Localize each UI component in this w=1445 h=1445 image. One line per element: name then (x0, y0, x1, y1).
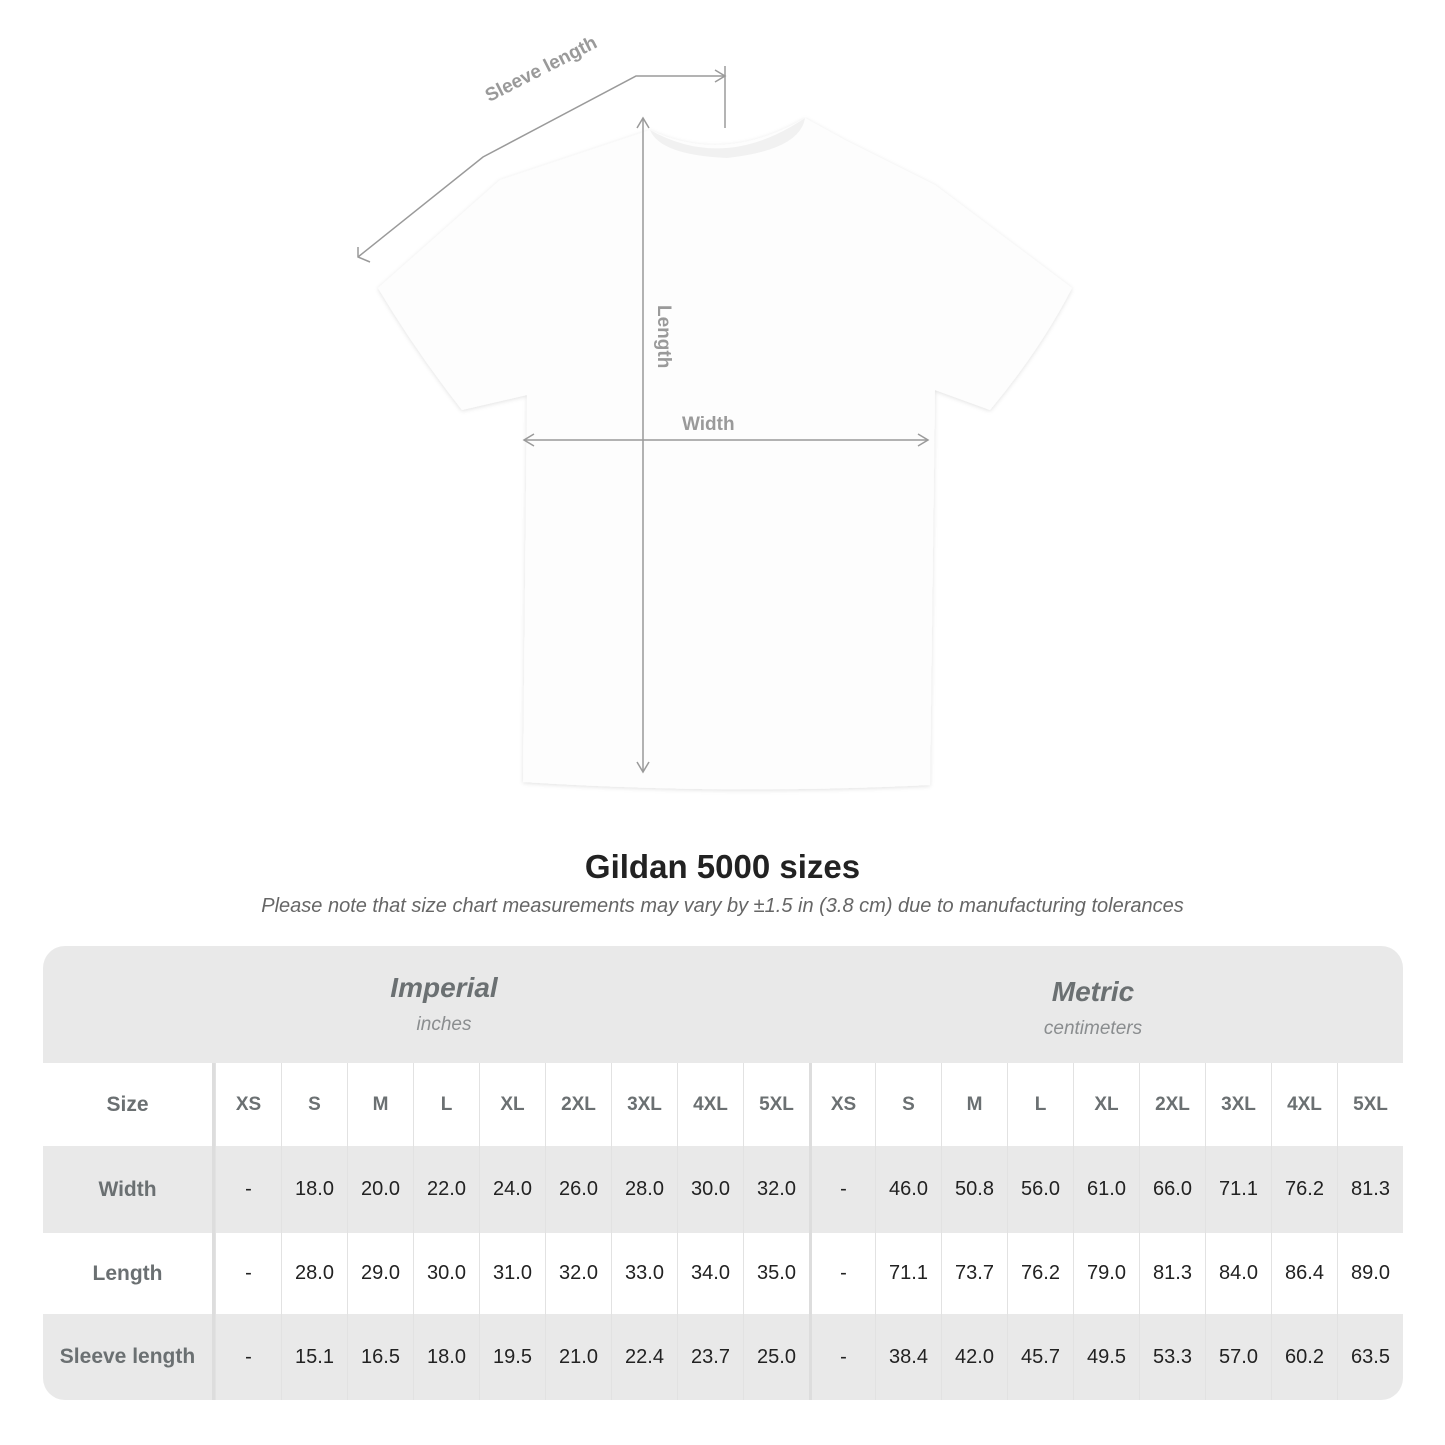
table-cell: 46.0 (875, 1146, 941, 1233)
table-cell: - (215, 1146, 281, 1233)
size-imperial-m: M (347, 1063, 413, 1146)
table-cell: 45.7 (1007, 1314, 1073, 1400)
table-cell: 79.0 (1073, 1233, 1139, 1314)
table-cell: 56.0 (1007, 1146, 1073, 1233)
metric-header: Metric centimeters (796, 976, 1390, 1040)
size-metric-l: L (1007, 1063, 1073, 1146)
size-metric-m: M (941, 1063, 1007, 1146)
table-cell: - (809, 1146, 875, 1233)
table-cell: 30.0 (677, 1146, 743, 1233)
table-cell: 89.0 (1337, 1233, 1403, 1314)
tshirt-image (378, 118, 1072, 790)
table-cell: 16.5 (347, 1314, 413, 1400)
table-cell: 33.0 (611, 1233, 677, 1314)
size-metric-xs: XS (809, 1063, 875, 1146)
table-cell: 25.0 (743, 1314, 809, 1400)
table-cell: 32.0 (743, 1146, 809, 1233)
size-imperial-xl: XL (479, 1063, 545, 1146)
size-imperial-3xl: 3XL (611, 1063, 677, 1146)
table-cell: 53.3 (1139, 1314, 1205, 1400)
table-cell: 28.0 (281, 1233, 347, 1314)
size-metric-4xl: 4XL (1271, 1063, 1337, 1146)
table-cell: 28.0 (611, 1146, 677, 1233)
imperial-header: Imperial inches (147, 972, 741, 1036)
table-cell: 84.0 (1205, 1233, 1271, 1314)
table-cell: - (809, 1314, 875, 1400)
table-cell: - (809, 1233, 875, 1314)
table-row: Width -18.0 20.0 22.0 24.0 26.0 28.0 30.0 32.0-4… (43, 1146, 1403, 1233)
table-cell: - (215, 1233, 281, 1314)
metric-unit: centimeters (1043, 1018, 1143, 1039)
size-metric-3xl: 3XL (1205, 1063, 1271, 1146)
table-cell: 23.7 (677, 1314, 743, 1400)
size-imperial-xs: XS (215, 1063, 281, 1146)
size-metric-5xl: 5XL (1337, 1063, 1403, 1146)
row-label: Width (43, 1146, 215, 1233)
table-cell: 81.3 (1139, 1233, 1205, 1314)
table-cell: 34.0 (677, 1233, 743, 1314)
table-cell: - (215, 1314, 281, 1400)
sleeve-length-line (357, 75, 725, 258)
table-row: Sleeve length -15.1 16.5 18.0 19.5 21.0 22.4 23… (43, 1314, 1403, 1400)
table-cell: 57.0 (1205, 1314, 1271, 1400)
size-header: Size (43, 1063, 215, 1146)
table-cell: 18.0 (281, 1146, 347, 1233)
table-cell: 81.3 (1337, 1146, 1403, 1233)
imperial-title: Imperial (390, 972, 498, 1003)
table-cell: 19.5 (479, 1314, 545, 1400)
row-label: Length (43, 1233, 215, 1314)
size-imperial-5xl: 5XL (743, 1063, 809, 1146)
table-cell: 60.2 (1271, 1314, 1337, 1400)
size-table: Imperial inches Metric centimeters Size X… (43, 946, 1403, 1400)
tshirt-diagram (357, 66, 1072, 790)
table-cell: 63.5 (1337, 1314, 1403, 1400)
table-cell: 38.4 (875, 1314, 941, 1400)
size-metric-s: S (875, 1063, 941, 1146)
table-cell: 76.2 (1007, 1233, 1073, 1314)
table-cell: 50.8 (941, 1146, 1007, 1233)
table-cell: 29.0 (347, 1233, 413, 1314)
table-row: Length -28.0 29.0 30.0 31.0 32.0 33.0 34.0 35.0-… (43, 1233, 1403, 1314)
size-imperial-2xl: 2XL (545, 1063, 611, 1146)
table-cell: 30.0 (413, 1233, 479, 1314)
table-cell: 42.0 (941, 1314, 1007, 1400)
table-cell: 21.0 (545, 1314, 611, 1400)
imperial-unit: inches (416, 1014, 472, 1035)
table-cell: 35.0 (743, 1233, 809, 1314)
size-imperial-s: S (281, 1063, 347, 1146)
table-cell: 71.1 (1205, 1146, 1271, 1233)
table-cell: 22.0 (413, 1146, 479, 1233)
width-label: Width (682, 414, 735, 435)
table-cell: 22.4 (611, 1314, 677, 1400)
table-cell: 24.0 (479, 1146, 545, 1233)
size-imperial-l: L (413, 1063, 479, 1146)
page-title: Gildan 5000 sizes (584, 848, 861, 885)
table-cell: 26.0 (545, 1146, 611, 1233)
size-metric-2xl: 2XL (1139, 1063, 1205, 1146)
table-cell: 61.0 (1073, 1146, 1139, 1233)
table-cell: 71.1 (875, 1233, 941, 1314)
length-label: Length (653, 305, 674, 369)
table-cell: 86.4 (1271, 1233, 1337, 1314)
size-imperial-4xl: 4XL (677, 1063, 743, 1146)
table-cell: 66.0 (1139, 1146, 1205, 1233)
table-cell: 15.1 (281, 1314, 347, 1400)
table-cell: 49.5 (1073, 1314, 1139, 1400)
tolerance-note: Please note that size chart measurements… (261, 895, 1184, 917)
table-cell: 32.0 (545, 1233, 611, 1314)
row-label: Sleeve length (43, 1314, 215, 1400)
table-header-row: Size XS S M L XL 2XL 3XL 4XL 5XL XS S M L XL 2XL 3XL 4XL 5… (43, 1063, 1403, 1146)
table-cell: 73.7 (941, 1233, 1007, 1314)
table-cell: 31.0 (479, 1233, 545, 1314)
table-cell: 18.0 (413, 1314, 479, 1400)
table-cell: 76.2 (1271, 1146, 1337, 1233)
size-metric-xl: XL (1073, 1063, 1139, 1146)
metric-title: Metric (1051, 976, 1135, 1007)
table-cell: 20.0 (347, 1146, 413, 1233)
